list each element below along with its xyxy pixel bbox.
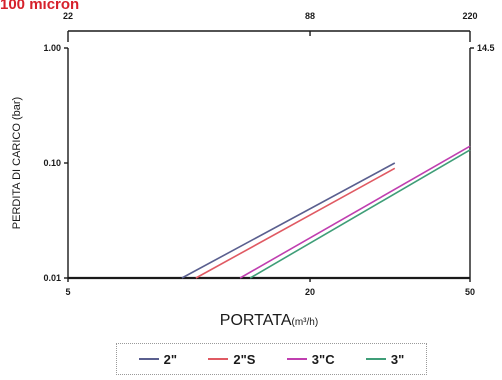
x-tick-label: 20 (305, 287, 315, 297)
y-tick-label: 0.10 (43, 158, 61, 168)
series-line (239, 145, 471, 279)
series-line (195, 167, 396, 279)
x-axis-title: PORTATA(m³/h) (220, 312, 318, 329)
legend-item: 3" (365, 351, 405, 367)
x-axis-unit: (m³/h) (292, 317, 319, 328)
top-axis-tick-label: 220 (462, 11, 477, 21)
legend-swatch (138, 358, 159, 360)
y-tick-label: 1.00 (43, 43, 61, 53)
legend-swatch (286, 358, 307, 360)
top-axis-tick-label: 88 (305, 11, 315, 21)
legend-item: 2"S (208, 352, 255, 367)
x-tick-label: 5 (65, 287, 70, 297)
y-axis-title: PERDITA DI CARICO (bar) (11, 97, 23, 229)
legend-swatch (365, 358, 386, 360)
legend-label: 2" (163, 351, 178, 367)
legend-label: 3" (390, 351, 405, 367)
series-line (181, 162, 396, 279)
chart-legend: 2" 2"S 3"C 3" (116, 343, 427, 375)
right-axis-tick-label: 14.5 (477, 43, 495, 53)
x-tick-label: 50 (465, 287, 475, 297)
legend-label: 3"C (311, 351, 335, 367)
legend-item: 2" (138, 351, 178, 367)
y-tick-label: 0.01 (43, 273, 61, 283)
line-chart: 22 88 220 0.01 0.10 1.00 14.5 5 20 50 PORTATA(m³/h… (11, 11, 495, 329)
series-line (249, 149, 471, 279)
header-label: 100 micron (0, 0, 80, 13)
legend-label: 2"S (233, 351, 256, 367)
top-axis-tick-label: 22 (63, 11, 73, 21)
legend-item: 3"C (286, 351, 335, 367)
legend-swatch (208, 358, 229, 360)
